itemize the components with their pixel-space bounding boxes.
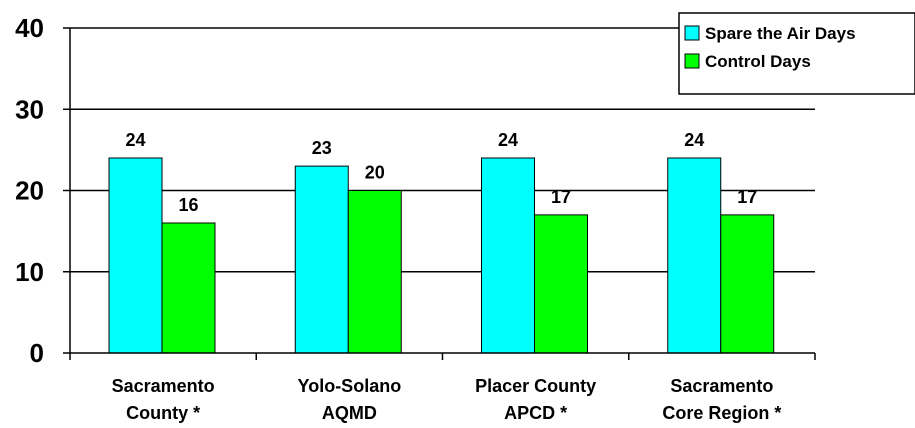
legend-box — [678, 12, 915, 95]
x-category-label-2-line-1: APCD * — [504, 403, 567, 423]
x-category-label-0-line-1: County * — [126, 403, 200, 423]
legend-swatch-1 — [684, 53, 700, 69]
bar-control-days-3 — [720, 214, 775, 354]
data-label-0-1: 23 — [312, 138, 332, 158]
data-label-0-2: 24 — [498, 130, 518, 150]
bar-control-days-0 — [161, 222, 216, 354]
bars — [108, 157, 775, 354]
bar-spare-the-air-days-0 — [108, 157, 163, 354]
y-tick-label-20: 20 — [15, 176, 44, 206]
x-category-label-3-line-0: Sacramento — [670, 376, 773, 396]
x-category-labels: Sacramento County * Yolo-Solano AQMD Placer … — [112, 376, 782, 423]
x-category-label-0-line-0: Sacramento — [112, 376, 215, 396]
y-tick-labels: 0 10 20 30 40 — [15, 13, 44, 368]
y-tick-label-10: 10 — [15, 257, 44, 287]
data-label-1-3: 17 — [737, 187, 757, 207]
x-category-label-1-line-0: Yolo-Solano — [298, 376, 402, 396]
bar-spare-the-air-days-3 — [667, 157, 722, 354]
bar-control-days-2 — [534, 214, 588, 354]
data-label-1-0: 16 — [178, 195, 198, 215]
data-label-0-0: 24 — [125, 130, 145, 150]
data-label-1-1: 20 — [365, 163, 385, 183]
data-label-0-3: 24 — [684, 130, 704, 150]
y-tick-label-40: 40 — [15, 13, 44, 43]
legend-label-0: Spare the Air Days — [705, 24, 856, 43]
y-tick-label-0: 0 — [30, 338, 44, 368]
x-category-label-3-line-1: Core Region * — [662, 403, 781, 423]
legend-swatch-0 — [684, 25, 700, 41]
y-tick-label-30: 30 — [15, 94, 44, 124]
data-label-1-2: 17 — [551, 187, 571, 207]
axes — [63, 27, 816, 360]
legend: Spare the Air Days Control Days — [678, 12, 915, 95]
x-category-label-2-line-0: Placer County — [475, 376, 596, 396]
bar-spare-the-air-days-1 — [294, 165, 349, 354]
data-labels: 24 16 23 20 24 17 24 17 — [125, 130, 757, 215]
bar-control-days-1 — [347, 190, 402, 354]
x-category-label-1-line-1: AQMD — [322, 403, 377, 423]
legend-label-1: Control Days — [705, 52, 811, 71]
bar-spare-the-air-days-2 — [481, 157, 535, 354]
